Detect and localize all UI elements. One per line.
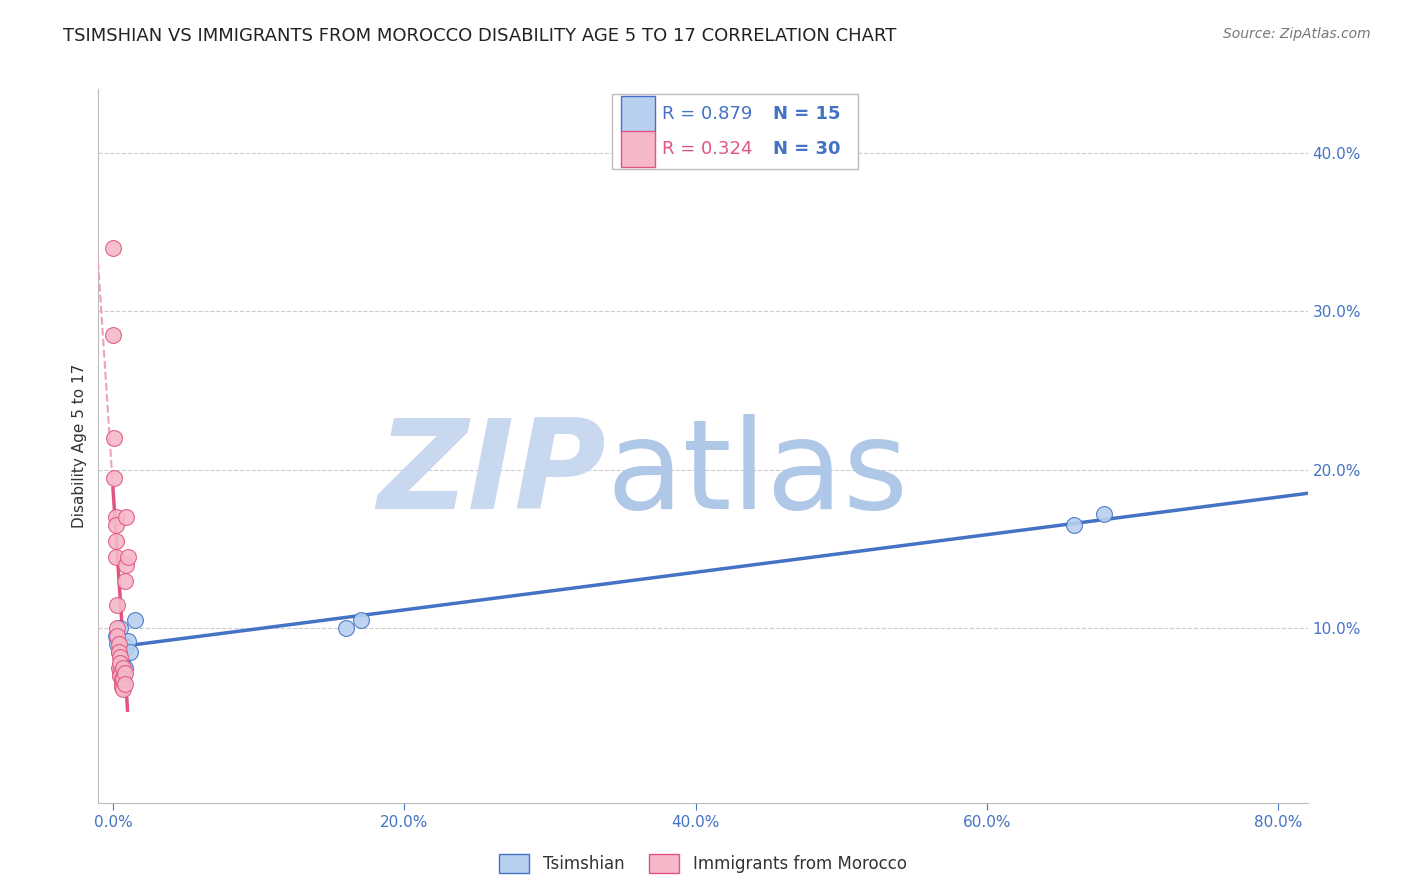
Point: [105, 629, 128, 643]
Text: Source: ZipAtlas.com: Source: ZipAtlas.com: [1223, 27, 1371, 41]
Point: [110, 657, 132, 671]
Point: [108, 645, 131, 659]
Point: [111, 677, 134, 691]
Text: N = 30: N = 30: [773, 140, 841, 158]
Point: [117, 549, 139, 564]
Point: [105, 637, 128, 651]
Point: [111, 680, 134, 694]
Point: [104, 518, 127, 533]
Point: [350, 614, 373, 628]
Legend: Tsimshian, Immigrants from Morocco: Tsimshian, Immigrants from Morocco: [499, 854, 907, 873]
Point: [108, 645, 131, 659]
Text: atlas: atlas: [606, 414, 908, 535]
Point: [104, 534, 127, 549]
Point: [110, 649, 132, 664]
Text: TSIMSHIAN VS IMMIGRANTS FROM MOROCCO DISABILITY AGE 5 TO 17 CORRELATION CHART: TSIMSHIAN VS IMMIGRANTS FROM MOROCCO DIS…: [63, 27, 897, 45]
Point: [117, 634, 139, 648]
Point: [115, 640, 138, 655]
Point: [103, 431, 125, 445]
Y-axis label: Disability Age 5 to 17: Disability Age 5 to 17: [72, 364, 87, 528]
Point: [124, 614, 146, 628]
Point: [115, 558, 138, 572]
Point: [110, 621, 132, 635]
Point: [111, 653, 134, 667]
Point: [105, 621, 128, 635]
Point: [110, 665, 132, 680]
Point: [1063, 518, 1085, 533]
Point: [114, 574, 136, 588]
Point: [114, 661, 136, 675]
Point: [115, 510, 138, 524]
Point: [104, 549, 127, 564]
Point: [108, 661, 131, 675]
Point: [112, 661, 135, 675]
Text: R = 0.324: R = 0.324: [662, 140, 752, 158]
Point: [108, 637, 131, 651]
Point: [1092, 507, 1115, 521]
Text: ZIP: ZIP: [378, 414, 606, 535]
Point: [120, 645, 142, 659]
Point: [104, 510, 127, 524]
Text: R = 0.879: R = 0.879: [662, 105, 752, 123]
Point: [101, 241, 124, 255]
Point: [101, 328, 124, 343]
Point: [112, 637, 135, 651]
Point: [105, 598, 128, 612]
Point: [114, 665, 136, 680]
Point: [111, 672, 134, 686]
Point: [335, 621, 357, 635]
Point: [114, 677, 136, 691]
Point: [112, 681, 135, 696]
Point: [112, 672, 135, 686]
Text: N = 15: N = 15: [773, 105, 841, 123]
Point: [103, 471, 125, 485]
Point: [110, 669, 132, 683]
Point: [104, 629, 127, 643]
